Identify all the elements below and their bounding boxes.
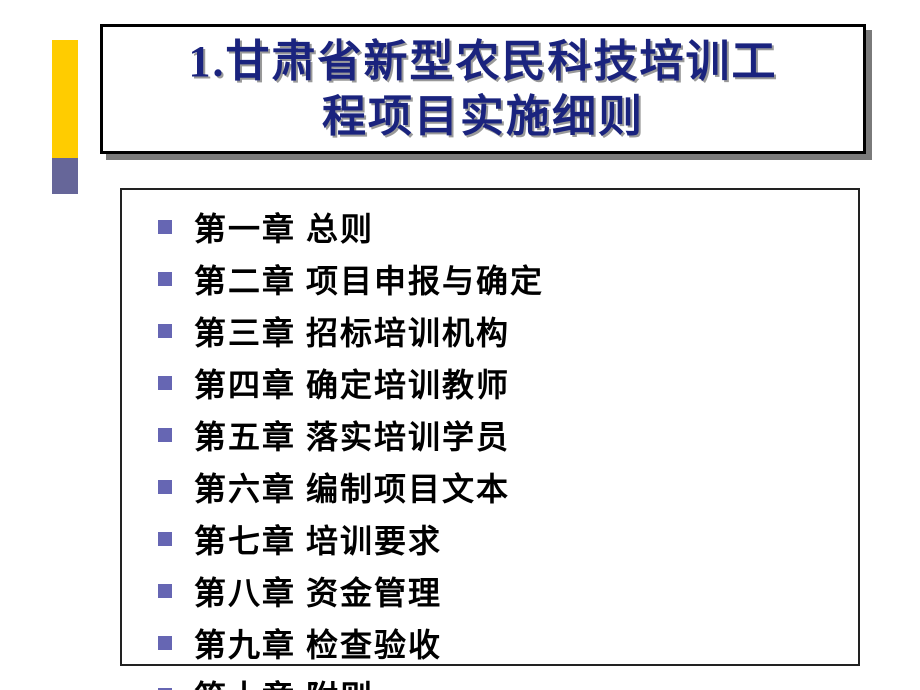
square-bullet-icon bbox=[158, 480, 172, 494]
chapter-label: 第一章 总则 bbox=[194, 204, 374, 250]
chapter-list: 第一章 总则 第二章 项目申报与确定 第三章 招标培训机构 第四章 确定培训教师… bbox=[158, 204, 838, 690]
square-bullet-icon bbox=[158, 272, 172, 286]
accent-bar-top bbox=[52, 40, 78, 158]
chapter-label: 第十章 附则 bbox=[194, 672, 374, 690]
square-bullet-icon bbox=[158, 532, 172, 546]
chapter-label: 第六章 编制项目文本 bbox=[194, 464, 510, 510]
chapter-label: 第二章 项目申报与确定 bbox=[194, 256, 544, 302]
chapter-label: 第九章 检查验收 bbox=[194, 620, 442, 666]
list-item: 第二章 项目申报与确定 bbox=[158, 256, 838, 302]
square-bullet-icon bbox=[158, 220, 172, 234]
list-item: 第四章 确定培训教师 bbox=[158, 360, 838, 406]
list-item: 第七章 培训要求 bbox=[158, 516, 838, 562]
title-container: 1.甘肃省新型农民科技培训工 程项目实施细则 bbox=[100, 24, 866, 154]
chapter-label: 第七章 培训要求 bbox=[194, 516, 442, 562]
chapter-label: 第三章 招标培训机构 bbox=[194, 308, 510, 354]
list-item: 第十章 附则 bbox=[158, 672, 838, 690]
list-item: 第六章 编制项目文本 bbox=[158, 464, 838, 510]
chapter-label: 第八章 资金管理 bbox=[194, 568, 442, 614]
chapter-label: 第四章 确定培训教师 bbox=[194, 360, 510, 406]
chapter-label: 第五章 落实培训学员 bbox=[194, 412, 510, 458]
list-item: 第八章 资金管理 bbox=[158, 568, 838, 614]
square-bullet-icon bbox=[158, 584, 172, 598]
list-item: 第三章 招标培训机构 bbox=[158, 308, 838, 354]
square-bullet-icon bbox=[158, 376, 172, 390]
list-item: 第五章 落实培训学员 bbox=[158, 412, 838, 458]
square-bullet-icon bbox=[158, 636, 172, 650]
slide-title: 1.甘肃省新型农民科技培训工 程项目实施细则 bbox=[189, 34, 778, 144]
accent-bar-bottom bbox=[52, 158, 78, 194]
square-bullet-icon bbox=[158, 428, 172, 442]
list-item: 第一章 总则 bbox=[158, 204, 838, 250]
chapter-list-container: 第一章 总则 第二章 项目申报与确定 第三章 招标培训机构 第四章 确定培训教师… bbox=[120, 188, 860, 666]
list-item: 第九章 检查验收 bbox=[158, 620, 838, 666]
square-bullet-icon bbox=[158, 324, 172, 338]
